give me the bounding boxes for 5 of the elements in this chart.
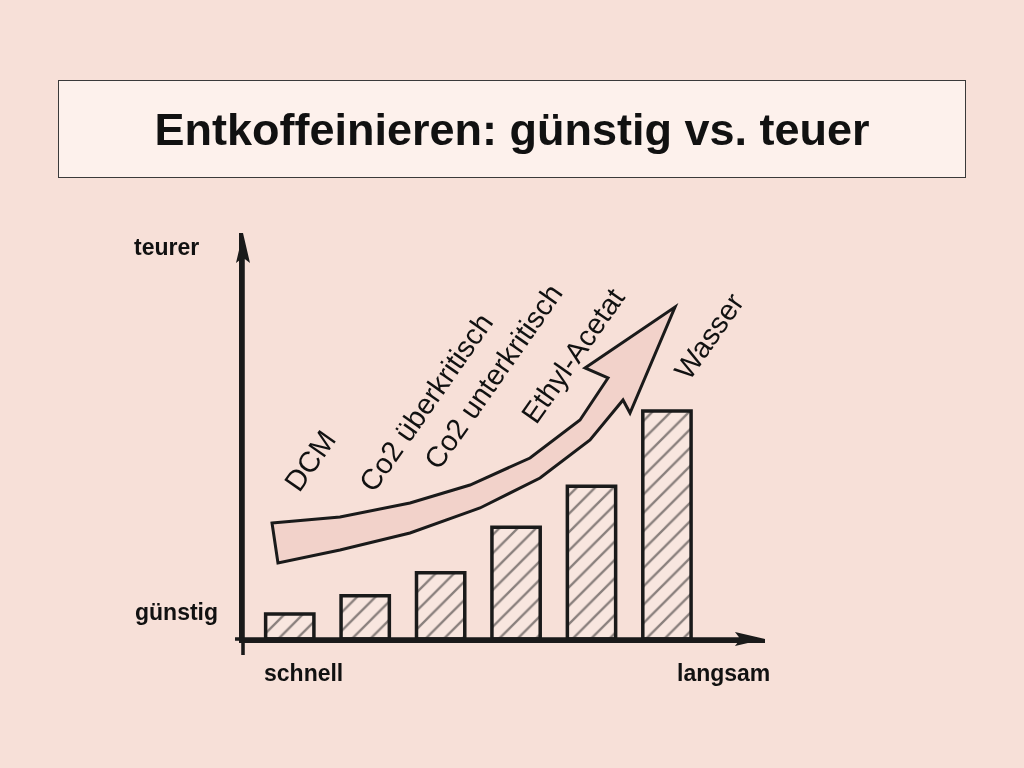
text: günstig xyxy=(135,599,219,625)
text: schnell xyxy=(264,660,344,686)
text: teurer xyxy=(134,234,200,260)
text: langsam xyxy=(677,660,771,686)
chart-title: Entkoffeinieren: günstig vs. teuer xyxy=(154,103,870,155)
